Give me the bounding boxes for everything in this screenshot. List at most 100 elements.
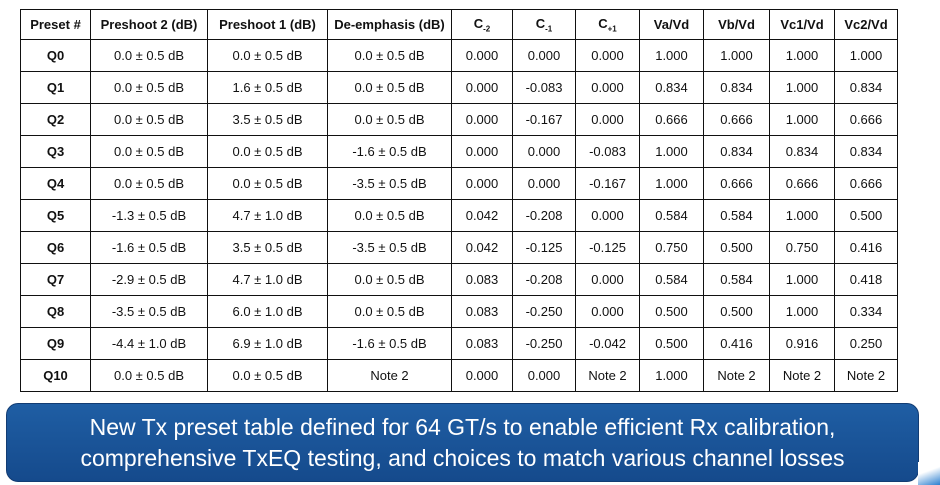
table-row: Q5 -1.3 ± 0.5 dB 4.7 ± 1.0 dB 0.0 ± 0.5 dB 0… — [20, 199, 898, 232]
table-cell: 0.834 — [703, 71, 770, 104]
table-cell: 0.500 — [639, 327, 704, 360]
table-cell: -0.083 — [512, 71, 576, 104]
tx-preset-table: Preset # Preshoot 2 (dB) Preshoot 1 (dB)… — [20, 9, 898, 392]
table-cell: -0.250 — [512, 327, 576, 360]
table-cell: 0.0 ± 0.5 dB — [207, 39, 328, 72]
table-cell: 0.083 — [451, 263, 513, 296]
table-cell: 0.750 — [769, 231, 835, 264]
table-row: Q4 0.0 ± 0.5 dB 0.0 ± 0.5 dB -3.5 ± 0.5 dB 0… — [20, 167, 898, 200]
table-cell: -0.083 — [575, 135, 640, 168]
table-row: Q6 -1.6 ± 0.5 dB 3.5 ± 0.5 dB -3.5 ± 0.5 dB… — [20, 231, 898, 264]
table-row: Q1 0.0 ± 0.5 dB 1.6 ± 0.5 dB 0.0 ± 0.5 dB 0.… — [20, 71, 898, 104]
preset-table-container: Preset # Preshoot 2 (dB) Preshoot 1 (dB)… — [20, 9, 898, 392]
table-header-row: Preset # Preshoot 2 (dB) Preshoot 1 (dB)… — [20, 9, 898, 40]
table-cell: -0.042 — [575, 327, 640, 360]
table-cell: 0.0 ± 0.5 dB — [90, 167, 208, 200]
table-cell: 1.6 ± 0.5 dB — [207, 71, 328, 104]
preset-cell: Q3 — [20, 135, 91, 168]
table-cell: 4.7 ± 1.0 dB — [207, 199, 328, 232]
table-cell: 0.750 — [639, 231, 704, 264]
table-row: Q7 -2.9 ± 0.5 dB 4.7 ± 1.0 dB 0.0 ± 0.5 dB 0… — [20, 263, 898, 296]
preset-cell: Q6 — [20, 231, 91, 264]
banner-line-1: New Tx preset table defined for 64 GT/s … — [89, 413, 836, 440]
table-cell: 0.250 — [834, 327, 898, 360]
table-cell: Note 2 — [769, 359, 835, 392]
table-cell: 0.416 — [703, 327, 770, 360]
table-cell: -3.5 ± 0.5 dB — [327, 231, 452, 264]
table-cell: -0.167 — [575, 167, 640, 200]
table-cell: -1.6 ± 0.5 dB — [327, 135, 452, 168]
preset-cell: Q7 — [20, 263, 91, 296]
table-cell: 0.0 ± 0.5 dB — [327, 295, 452, 328]
table-body: Q0 0.0 ± 0.5 dB 0.0 ± 0.5 dB 0.0 ± 0.5 dB 0.… — [20, 39, 898, 392]
table-cell: 0.083 — [451, 295, 513, 328]
table-cell: Note 2 — [834, 359, 898, 392]
table-cell: 1.000 — [769, 295, 835, 328]
table-cell: 0.083 — [451, 327, 513, 360]
table-cell: 0.834 — [639, 71, 704, 104]
preset-cell: Q8 — [20, 295, 91, 328]
table-cell: 0.500 — [834, 199, 898, 232]
table-cell: 1.000 — [834, 39, 898, 72]
table-cell: 0.0 ± 0.5 dB — [327, 263, 452, 296]
corner-accent — [918, 462, 940, 485]
table-cell: 1.000 — [703, 39, 770, 72]
table-row: Q0 0.0 ± 0.5 dB 0.0 ± 0.5 dB 0.0 ± 0.5 dB 0.… — [20, 39, 898, 72]
table-cell: 0.000 — [451, 167, 513, 200]
table-cell: 0.0 ± 0.5 dB — [327, 199, 452, 232]
preset-cell: Q10 — [20, 359, 91, 392]
table-cell: -0.125 — [512, 231, 576, 264]
col-header-vb-vd: Vb/Vd — [703, 9, 770, 40]
table-cell: 0.916 — [769, 327, 835, 360]
table-cell: 0.042 — [451, 231, 513, 264]
table-cell: 0.834 — [834, 135, 898, 168]
table-cell: -3.5 ± 0.5 dB — [90, 295, 208, 328]
table-cell: 0.000 — [451, 71, 513, 104]
table-cell: Note 2 — [703, 359, 770, 392]
table-cell: 0.416 — [834, 231, 898, 264]
table-cell: 1.000 — [639, 359, 704, 392]
table-cell: 1.000 — [639, 135, 704, 168]
table-cell: 0.000 — [451, 359, 513, 392]
table-cell: 0.000 — [451, 135, 513, 168]
table-cell: 1.000 — [769, 103, 835, 136]
table-cell: -3.5 ± 0.5 dB — [327, 167, 452, 200]
table-cell: 0.0 ± 0.5 dB — [207, 167, 328, 200]
table-cell: 0.000 — [575, 39, 640, 72]
table-row: Q8 -3.5 ± 0.5 dB 6.0 ± 1.0 dB 0.0 ± 0.5 dB 0… — [20, 295, 898, 328]
table-cell: 0.500 — [703, 231, 770, 264]
table-cell: 0.334 — [834, 295, 898, 328]
table-cell: 0.500 — [703, 295, 770, 328]
table-cell: 0.000 — [575, 103, 640, 136]
table-cell: 0.000 — [575, 199, 640, 232]
table-cell: -0.208 — [512, 199, 576, 232]
table-cell: 0.042 — [451, 199, 513, 232]
table-cell: -0.250 — [512, 295, 576, 328]
table-cell: 0.000 — [575, 263, 640, 296]
table-cell: 0.0 ± 0.5 dB — [327, 39, 452, 72]
table-cell: 0.500 — [639, 295, 704, 328]
table-cell: 3.5 ± 0.5 dB — [207, 103, 328, 136]
table-cell: 0.834 — [834, 71, 898, 104]
banner-line-2: comprehensive TxEQ testing, and choices … — [80, 444, 845, 471]
table-cell: Note 2 — [327, 359, 452, 392]
table-cell: 4.7 ± 1.0 dB — [207, 263, 328, 296]
preset-cell: Q2 — [20, 103, 91, 136]
table-cell: 0.0 ± 0.5 dB — [90, 103, 208, 136]
table-row: Q10 0.0 ± 0.5 dB 0.0 ± 0.5 dB Note 2 0.000 0.… — [20, 359, 898, 392]
table-cell: 0.666 — [834, 167, 898, 200]
preset-cell: Q0 — [20, 39, 91, 72]
table-cell: 0.000 — [451, 103, 513, 136]
col-header-preshoot2: Preshoot 2 (dB) — [90, 9, 208, 40]
col-header-preshoot1: Preshoot 1 (dB) — [207, 9, 328, 40]
table-cell: -1.6 ± 0.5 dB — [90, 231, 208, 264]
col-header-c-1: C-1 — [512, 9, 576, 40]
table-cell: 1.000 — [769, 39, 835, 72]
col-header-deemphasis: De-emphasis (dB) — [327, 9, 452, 40]
table-cell: 0.000 — [575, 295, 640, 328]
table-cell: 0.000 — [512, 359, 576, 392]
summary-banner: New Tx preset table defined for 64 GT/s … — [6, 403, 919, 482]
table-cell: 0.666 — [639, 103, 704, 136]
table-cell: 0.0 ± 0.5 dB — [90, 39, 208, 72]
table-cell: 0.584 — [639, 199, 704, 232]
